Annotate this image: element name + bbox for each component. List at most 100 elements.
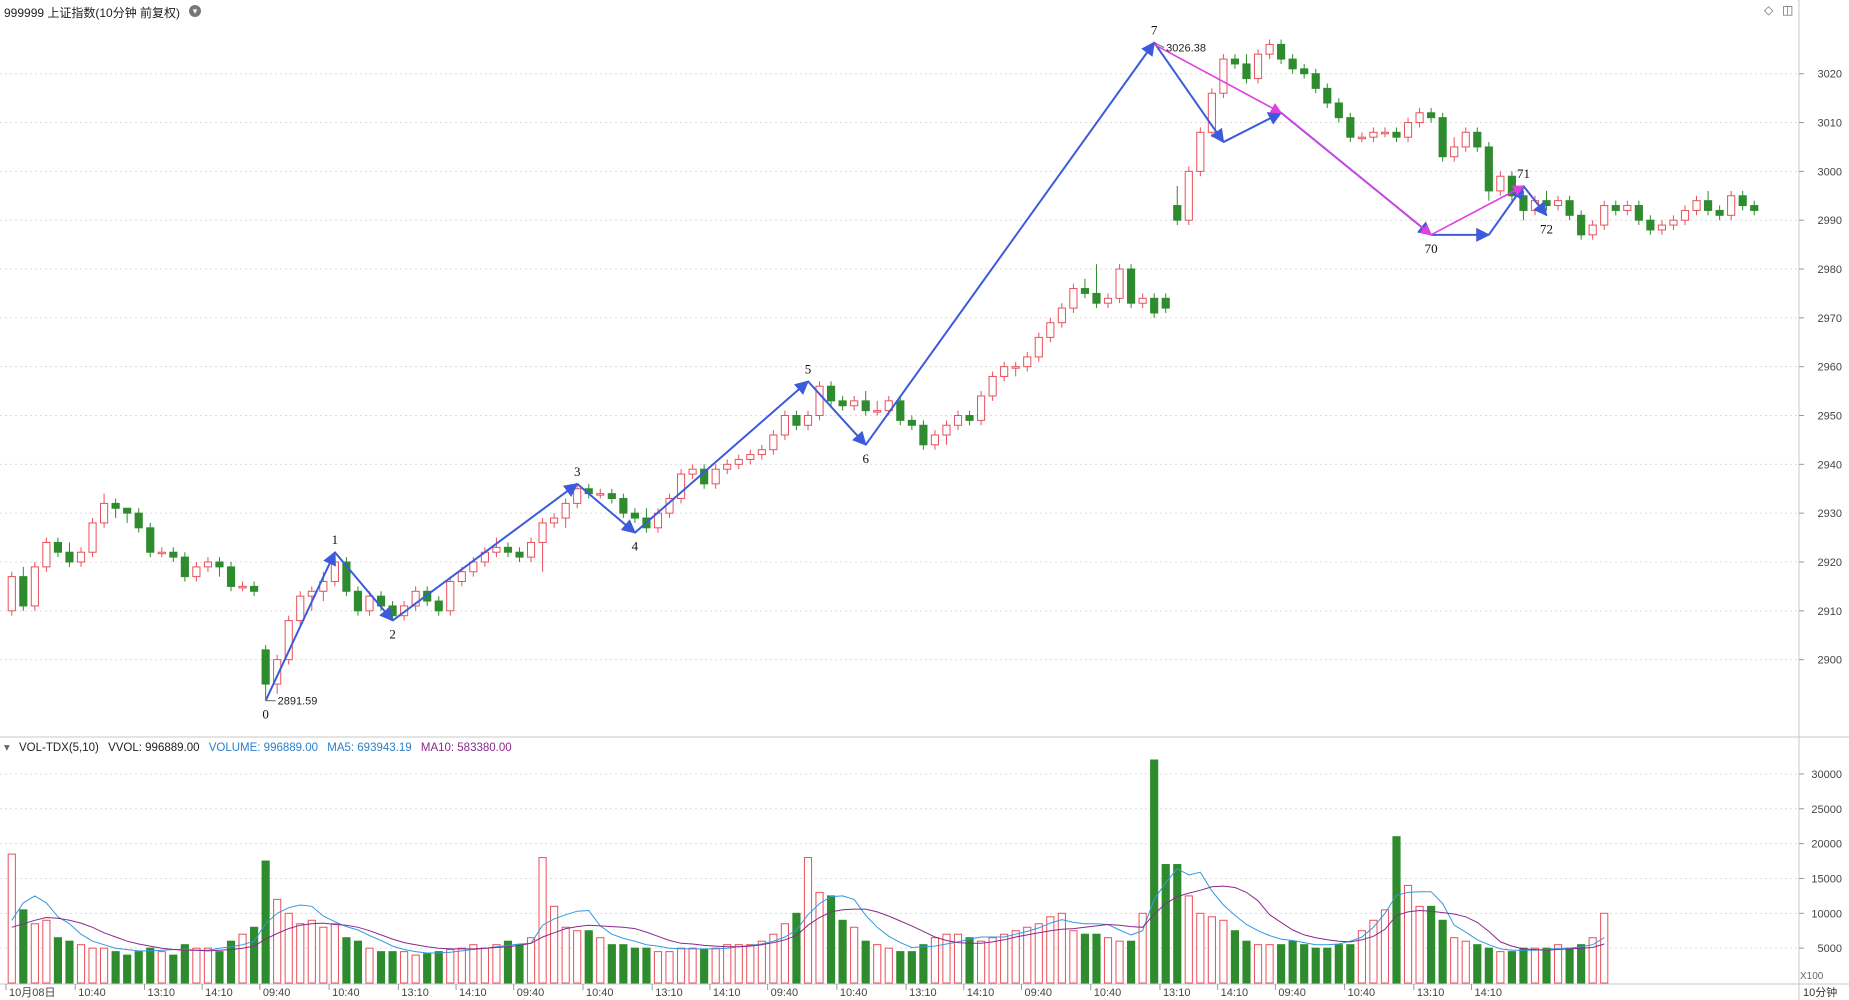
chart-title: 999999 上证指数(10分钟 前复权) [4,6,181,20]
candle-down [111,502,120,509]
x-tick-label: 10:40 [332,987,360,999]
wave-segment-pink [1153,43,1283,114]
wave-labels: 0 1 2 3 4 5 6 7 70 71 72 3026.38 2891.59 [262,23,1553,722]
candle-up [238,585,247,589]
candle-down [226,566,236,587]
volume-bar-down [1300,944,1309,984]
candle-up [330,561,339,583]
diamond-icon[interactable]: ◇ [1764,3,1774,17]
volume-bar-down [1438,919,1447,984]
candle-up [550,517,559,524]
x-tick-label: 13:10 [401,987,429,999]
price-tick-label: 3000 [1818,166,1842,178]
volume-bar-down [1507,951,1516,984]
volume-bar-up [100,947,109,984]
panel-toggle-icon[interactable]: ◫ [1782,3,1794,17]
wave-segment [634,380,810,534]
high-pointer [1153,42,1165,49]
volume-bar-down [1565,947,1574,984]
volume-bar-down [1092,933,1101,984]
candle-down [896,400,905,421]
volume-bar-up [307,919,316,984]
volume-caret-icon[interactable]: ▾ [4,742,10,754]
candle-down [838,400,847,407]
wave-label: 7 [1151,23,1158,38]
candle-up [1034,336,1043,358]
candle-up [769,434,778,451]
candle-up [1727,195,1736,216]
candle-up [1265,43,1274,55]
candle-up [1680,209,1690,221]
volume-bar-up [930,937,940,984]
candle-up [1011,366,1020,369]
volume-bar-up [550,905,559,984]
candle-down [1438,117,1447,158]
candle-down [1150,297,1159,314]
candle-up [1588,224,1597,236]
candle-up [1415,112,1424,124]
candle-up [1553,200,1563,207]
candle-up [1196,131,1205,172]
volume-bar-down [1150,759,1159,984]
wave-label: 0 [262,707,269,722]
volume-indicator-name[interactable]: VOL-TDX(5,10) [18,742,99,754]
x-tick-label: 14:10 [205,987,233,999]
volume-bar-down [342,937,351,984]
wave-segment [1222,111,1283,143]
volume-bar-down [1311,947,1320,984]
candle-up [76,551,86,563]
wave-segment [576,483,636,534]
candle-up [746,454,755,460]
volume-bar-up [1450,937,1459,984]
volume-bar-up [457,947,466,984]
price-tick-label: 2940 [1818,459,1842,471]
candle-down [1300,68,1309,75]
candle-up [884,400,893,412]
volume-header: ▾ VOL-TDX(5,10) VVOL: 996889.00 VOLUME: … [4,740,518,754]
wave-segment [1488,184,1525,236]
x-tick-label: 14:10 [459,987,487,999]
price-tick-label: 3010 [1818,118,1842,130]
volume-bar-down [134,951,143,984]
candle-up [723,463,732,470]
volume-bar-down [503,940,513,984]
wave-segment [391,483,579,622]
high-value-label: 3026.38 [1166,43,1206,55]
price-tick-label: 2900 [1818,655,1842,667]
volume-bar-down [388,951,397,984]
candle-down [1092,292,1101,304]
price-tick-label: 2950 [1818,411,1842,423]
volume-bar-up [30,923,39,984]
volume-bar-up [977,940,986,984]
volume-bar-up [1034,923,1043,984]
ma5-value: MA5: 693943.19 [327,742,412,754]
volume-bar-up [873,944,882,984]
candle-up [88,522,97,553]
volume-bar-up [746,944,755,984]
x-tick-label: 13:10 [147,987,175,999]
candle-down [919,424,928,446]
axes: 2900 2910 2920 2930 2940 2950 2960 2970 2980 2990… [5,69,1842,999]
volume-bar-up [1369,919,1378,984]
volume-bar-down [1542,947,1551,984]
price-tick-label: 2920 [1818,557,1842,569]
price-tick-label: 2970 [1818,313,1842,325]
price-tick-label: 2980 [1818,264,1842,276]
dropdown-caret-icon[interactable]: ▾ [189,5,201,17]
volume-bar-up [1046,916,1055,984]
candle-up [711,468,720,485]
volume-bar-up [1115,940,1124,984]
candle-down [1392,131,1401,138]
volume-bar-up [1600,912,1609,984]
candle-up [492,546,501,553]
volume-bar-down [919,944,928,984]
candle-down [1634,205,1643,221]
candle-down [1080,288,1090,294]
volume-ma-lines [11,868,1605,954]
vvol-value: VVOL: 996889.00 [108,742,200,754]
candle-down [630,512,639,519]
volume-bar-up [469,944,478,984]
volume-bar-up [723,944,732,984]
candle-up [930,434,940,446]
